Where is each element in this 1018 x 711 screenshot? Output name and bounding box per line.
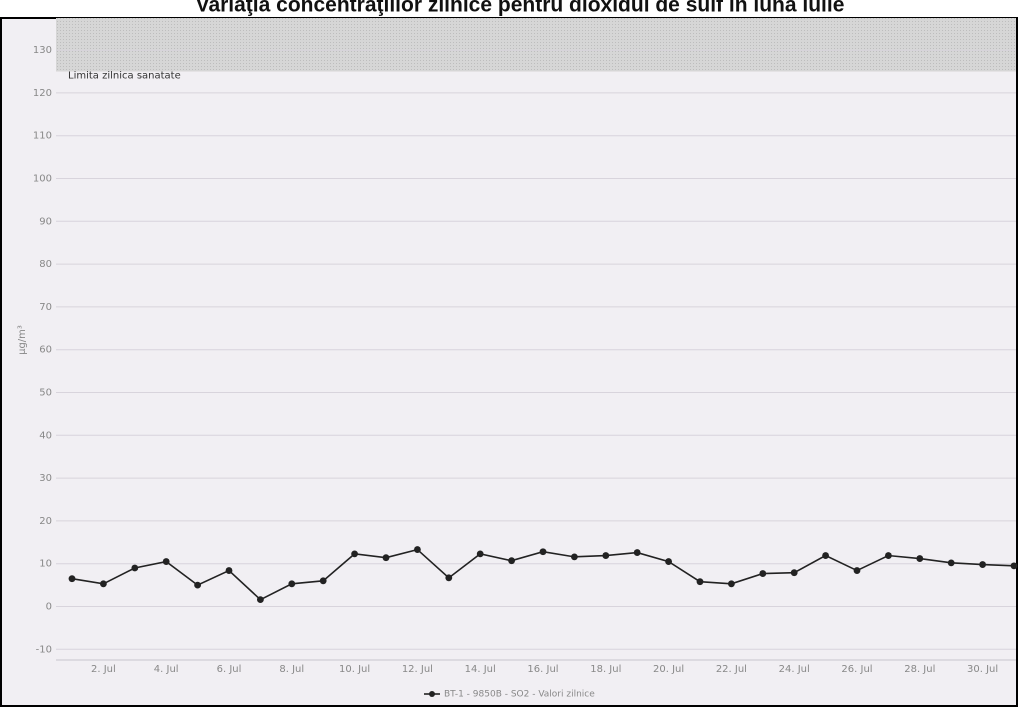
data-point bbox=[194, 581, 202, 589]
y-tick-label: 20 bbox=[39, 516, 52, 527]
x-tick-label: 30. Jul bbox=[967, 664, 998, 675]
data-point bbox=[382, 554, 390, 562]
data-point bbox=[539, 548, 547, 556]
x-tick-label: 12. Jul bbox=[402, 664, 433, 675]
x-tick-label: 6. Jul bbox=[217, 664, 242, 675]
y-tick-label: 10 bbox=[39, 559, 52, 570]
y-tick-label: 130 bbox=[33, 45, 52, 56]
x-tick-label: 22. Jul bbox=[716, 664, 747, 675]
x-tick-label: 16. Jul bbox=[527, 664, 558, 675]
y-tick-label: 120 bbox=[33, 88, 52, 99]
y-tick-label: 90 bbox=[39, 216, 52, 227]
data-point bbox=[476, 550, 484, 558]
data-point bbox=[288, 580, 296, 588]
data-point bbox=[853, 567, 861, 574]
data-point bbox=[602, 552, 610, 559]
data-point bbox=[728, 580, 735, 588]
data-point bbox=[319, 577, 327, 585]
data-point bbox=[633, 549, 641, 556]
data-point bbox=[1010, 562, 1018, 570]
data-point bbox=[947, 559, 955, 567]
data-point bbox=[790, 569, 798, 577]
x-tick-label: 14. Jul bbox=[465, 664, 496, 675]
data-point bbox=[916, 555, 924, 562]
x-tick-label: 8. Jul bbox=[279, 664, 304, 675]
data-point bbox=[665, 558, 672, 565]
y-tick-label: 60 bbox=[39, 345, 52, 356]
data-point bbox=[162, 558, 170, 565]
y-tick-label: 50 bbox=[39, 388, 52, 399]
y-tick-label: 80 bbox=[39, 259, 52, 270]
data-point bbox=[100, 580, 107, 588]
y-tick-label: 40 bbox=[39, 430, 52, 441]
data-point bbox=[445, 574, 453, 582]
data-point bbox=[414, 546, 421, 553]
chart-frame bbox=[0, 17, 1018, 707]
legend-label: BT-1 - 9850B - SO2 - Valori zilnice bbox=[444, 690, 595, 700]
y-tick-label: 0 bbox=[46, 602, 52, 613]
data-point bbox=[351, 550, 358, 558]
y-tick-label: 110 bbox=[33, 131, 52, 142]
y-tick-label: 100 bbox=[33, 174, 52, 185]
data-point bbox=[508, 557, 515, 565]
data-point bbox=[571, 553, 578, 561]
data-point bbox=[68, 575, 76, 583]
legend-marker bbox=[429, 691, 435, 697]
y-axis-label: µg/m³ bbox=[17, 325, 28, 355]
y-tick-label: 70 bbox=[39, 302, 52, 313]
data-point bbox=[225, 567, 233, 574]
data-point bbox=[759, 570, 767, 577]
data-point bbox=[696, 578, 704, 586]
x-tick-label: 20. Jul bbox=[653, 664, 684, 675]
x-tick-label: 2. Jul bbox=[91, 664, 116, 675]
x-tick-label: 18. Jul bbox=[590, 664, 621, 675]
x-tick-label: 24. Jul bbox=[779, 664, 810, 675]
data-point bbox=[979, 561, 986, 568]
plot-band bbox=[56, 18, 1016, 72]
data-point bbox=[885, 552, 892, 559]
x-tick-label: 4. Jul bbox=[154, 664, 179, 675]
data-point bbox=[131, 564, 139, 572]
x-tick-label: 28. Jul bbox=[904, 664, 935, 675]
data-point bbox=[257, 596, 264, 604]
y-tick-label: 30 bbox=[39, 473, 52, 484]
x-tick-label: 26. Jul bbox=[841, 664, 872, 675]
plot-band-label: Limita zilnica sanatate bbox=[68, 71, 181, 82]
chart-title: Variaţia concentraţiilor zilnice pentru … bbox=[196, 0, 845, 17]
data-point bbox=[822, 552, 829, 559]
y-tick-label: -10 bbox=[36, 644, 52, 655]
x-tick-label: 10. Jul bbox=[339, 664, 370, 675]
